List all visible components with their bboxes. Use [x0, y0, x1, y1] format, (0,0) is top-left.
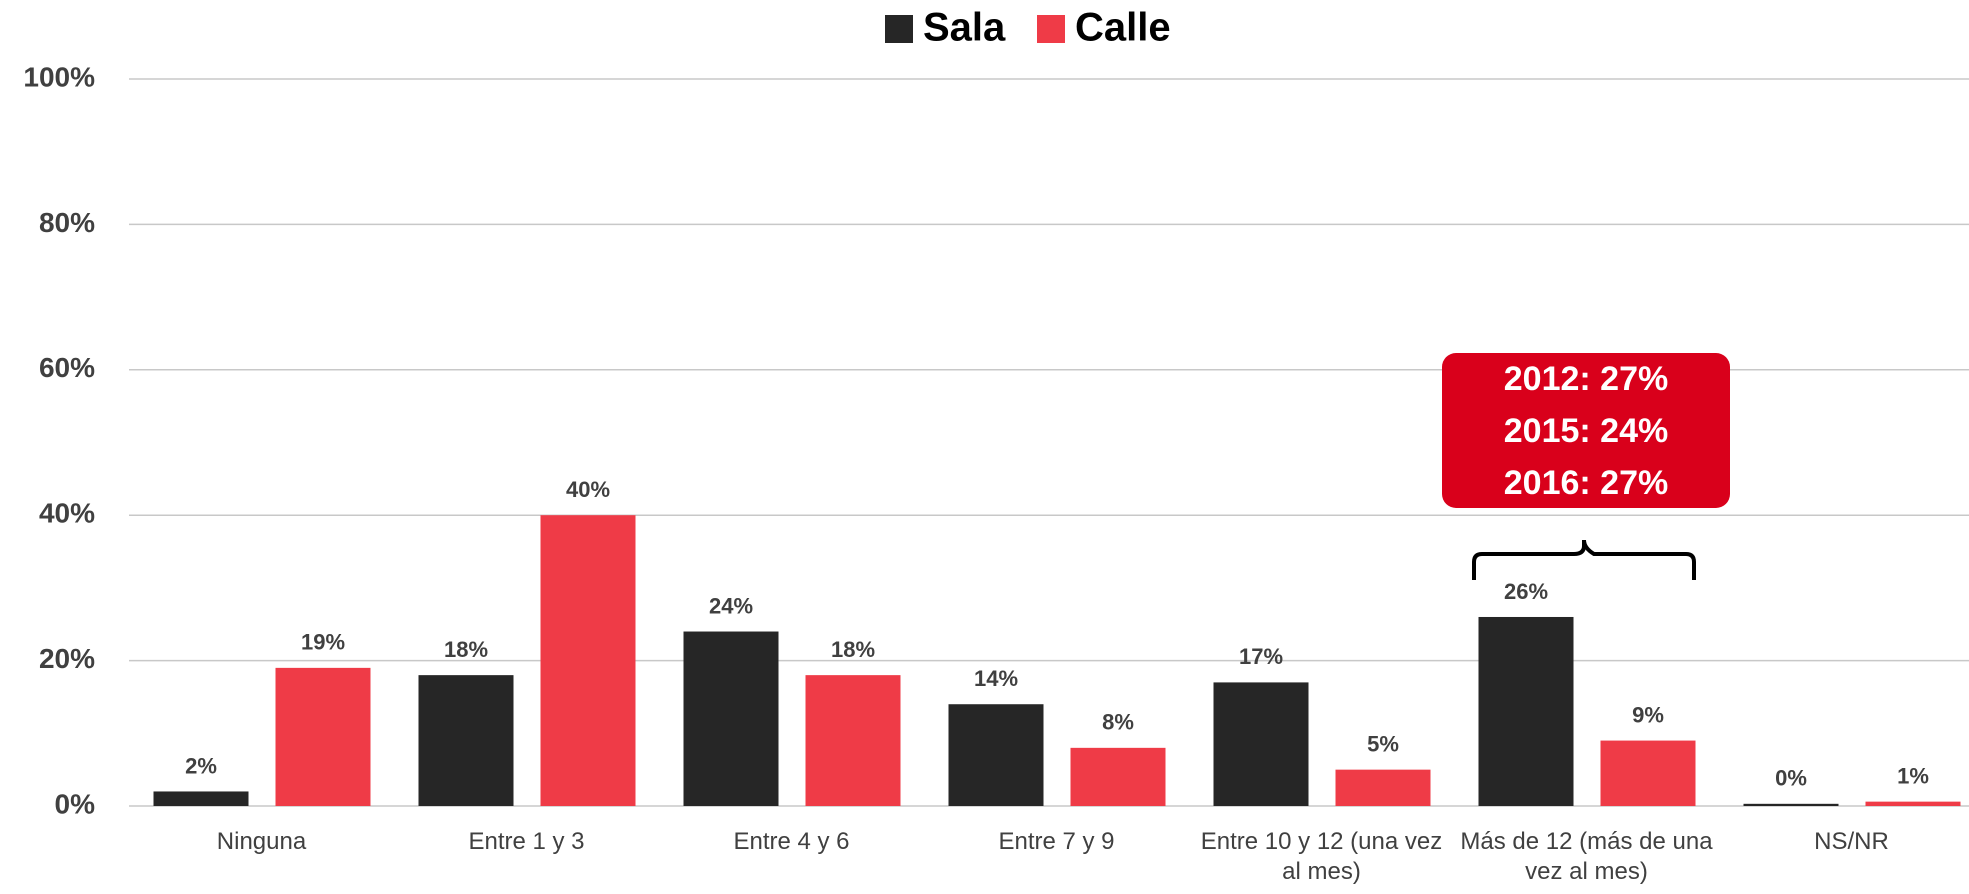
- data-label: 2%: [185, 753, 217, 778]
- bar: [1743, 803, 1839, 806]
- x-tick-label: Ninguna: [216, 828, 307, 855]
- bar: [683, 631, 779, 806]
- bar: [1478, 616, 1574, 806]
- annotation-text: 2016: 27%: [1504, 464, 1668, 502]
- x-tick-label: Más de 12 (más de una vez al mes): [1460, 828, 1713, 885]
- bar: [805, 675, 901, 806]
- data-label: 5%: [1367, 731, 1399, 756]
- bar: [1600, 740, 1696, 806]
- y-tick-label: 60%: [39, 352, 95, 383]
- legend-label: Sala: [923, 6, 1006, 50]
- data-label: 14%: [974, 666, 1018, 691]
- data-label: 9%: [1632, 702, 1664, 727]
- x-tick-label: Entre 7 y 9: [998, 828, 1115, 855]
- data-label: 19%: [301, 630, 345, 655]
- bar: [1335, 769, 1431, 806]
- data-label: 8%: [1102, 710, 1134, 735]
- legend-swatch: [1037, 15, 1065, 43]
- x-tick-label: Entre 4 y 6: [733, 828, 850, 855]
- x-tick-label: Entre 10 y 12 (una vez al mes): [1200, 828, 1443, 885]
- annotation-box: [1442, 353, 1730, 508]
- x-tick-label: NS/NR: [1814, 828, 1889, 855]
- x-tick-label: Entre 1 y 3: [468, 828, 585, 855]
- y-tick-label: 20%: [39, 643, 95, 674]
- bar: [540, 515, 636, 806]
- brace: [1472, 539, 1696, 580]
- data-label: 24%: [709, 593, 753, 618]
- data-label: 17%: [1239, 644, 1283, 669]
- data-label: 0%: [1775, 766, 1807, 791]
- data-label: 18%: [444, 637, 488, 662]
- bar: [1865, 801, 1961, 806]
- y-tick-label: 80%: [39, 207, 95, 238]
- annotation-text: 2015: 24%: [1504, 412, 1668, 450]
- bar: [1070, 747, 1166, 806]
- bar: [948, 704, 1044, 806]
- bar: [1213, 682, 1309, 806]
- data-label: 40%: [566, 477, 610, 502]
- data-label: 1%: [1897, 763, 1929, 788]
- legend-label: Calle: [1075, 6, 1171, 50]
- y-tick-label: 40%: [39, 498, 95, 529]
- bar: [275, 667, 371, 806]
- y-tick-label: 0%: [55, 788, 96, 819]
- bar: [418, 675, 514, 806]
- bar: [153, 791, 249, 806]
- data-label: 18%: [831, 637, 875, 662]
- legend-swatch: [885, 15, 913, 43]
- annotation-text: 2012: 27%: [1504, 360, 1668, 398]
- y-tick-label: 100%: [23, 61, 95, 92]
- data-label: 26%: [1504, 579, 1548, 604]
